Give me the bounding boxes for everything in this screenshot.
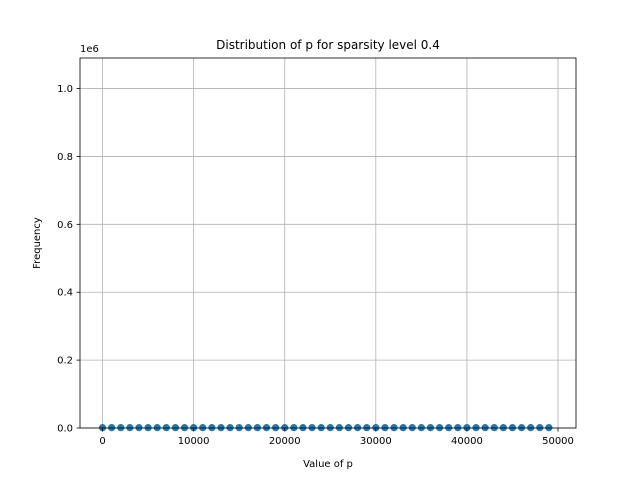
y-tick-label: 0.2 [57,356,73,367]
x-tick-label: 30000 [360,436,392,447]
x-axis-title: Value of p [303,459,353,470]
y-axis-offset-label: 1e6 [80,44,99,55]
x-axis-ticks: 0 10000 20000 30000 40000 50000 [99,428,574,447]
y-tick-label: 1.0 [57,84,73,95]
y-tick-label: 0.4 [57,288,73,299]
y-tick-label: 0.6 [57,220,73,231]
y-axis-title: Frequency [32,217,43,269]
x-tick-label: 40000 [451,436,483,447]
chart-title: Distribution of p for sparsity level 0.4 [216,38,440,52]
y-tick-label: 0.8 [57,152,73,163]
plot-frame [79,57,577,429]
x-tick-label: 0 [99,436,105,447]
y-axis-ticks: 0.0 0.2 0.4 0.6 0.8 1.0 [57,84,80,435]
x-tick-label: 10000 [178,436,210,447]
y-tick-label: 0.0 [57,424,73,435]
x-tick-label: 20000 [269,436,301,447]
x-tick-label: 50000 [542,436,574,447]
